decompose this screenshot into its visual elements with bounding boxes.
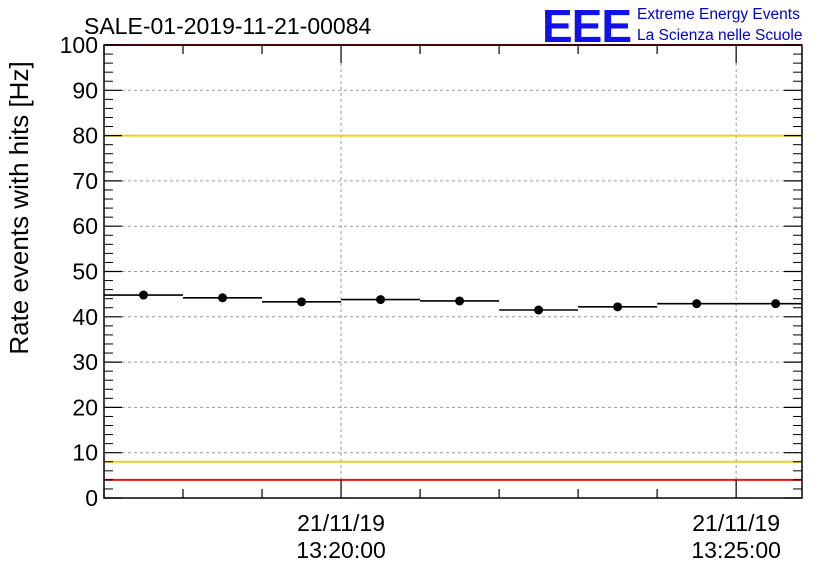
y-tick-label: 20 bbox=[72, 394, 98, 420]
data-point bbox=[771, 299, 781, 309]
y-tick-label: 50 bbox=[72, 259, 98, 285]
data-series bbox=[104, 290, 802, 315]
y-tick-label: 100 bbox=[60, 32, 98, 58]
logo-mark: EEE bbox=[542, 0, 631, 52]
y-tick-label: 70 bbox=[72, 168, 98, 194]
y-tick-label: 30 bbox=[72, 349, 98, 375]
logo-line1: Extreme Energy Events bbox=[637, 6, 800, 23]
plot-frame bbox=[103, 44, 803, 499]
y-axis-label: Rate events with hits [Hz] bbox=[4, 61, 34, 354]
x-tick-label-date: 21/11/19 bbox=[297, 510, 385, 536]
y-tick-label: 40 bbox=[72, 304, 98, 330]
data-point bbox=[139, 290, 149, 300]
chart-title: SALE-01-2019-11-21-00084 bbox=[84, 13, 371, 39]
data-point bbox=[297, 297, 307, 307]
y-tick-label: 60 bbox=[72, 213, 98, 239]
y-tick-label: 0 bbox=[85, 485, 98, 511]
y-tick-labels: 0 10 20 30 40 50 60 70 80 90 100 bbox=[60, 32, 98, 511]
data-point bbox=[455, 296, 465, 306]
x-tick-label-date: 21/11/19 bbox=[692, 510, 780, 536]
data-point bbox=[218, 293, 228, 303]
data-point bbox=[692, 299, 702, 309]
eee-logo: EEE Extreme Energy Events La Scienza nel… bbox=[542, 0, 802, 52]
logo-line2: La Scienza nelle Scuole bbox=[637, 27, 802, 44]
data-point bbox=[376, 295, 386, 305]
y-tick-label: 90 bbox=[72, 77, 98, 103]
y-tick-label: 10 bbox=[72, 440, 98, 466]
data-point bbox=[534, 305, 544, 315]
x-tick-label-time: 13:20:00 bbox=[296, 537, 386, 563]
data-point bbox=[613, 302, 623, 312]
y-tick-label: 80 bbox=[72, 123, 98, 149]
x-tick-label-time: 13:25:00 bbox=[691, 537, 781, 563]
